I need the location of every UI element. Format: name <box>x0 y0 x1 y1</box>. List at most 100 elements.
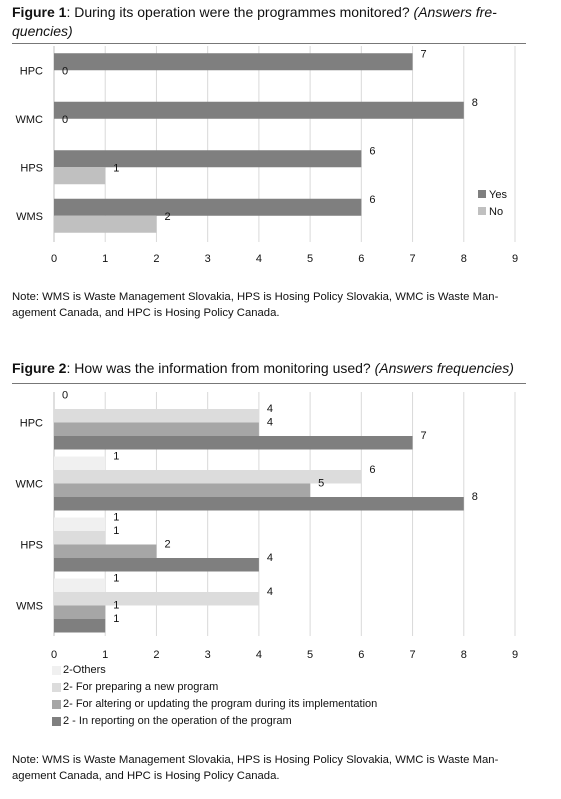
data-label-hpc-yes: 7 <box>421 48 427 60</box>
x-tick-label: 0 <box>51 253 57 265</box>
x-tick-label: 0 <box>51 649 57 661</box>
data-label-hpc-2-in-reporting-on-the-operation-of-the-program: 7 <box>421 430 427 442</box>
x-tick-label: 2 <box>153 649 159 661</box>
data-label-hps-no: 1 <box>113 162 119 174</box>
bar-hps-2-for-altering-or-updating-the-program-during-its-implementation <box>54 544 157 558</box>
legend-item-2-others: 2-Others <box>52 662 377 679</box>
bar-wms-2-for-preparing-a-new-program <box>54 592 259 606</box>
figure-2-label: Figure 2 <box>12 360 67 376</box>
x-tick-label: 4 <box>256 649 262 661</box>
figure-1-note: Note: WMS is Waste Management Slovakia, … <box>12 291 499 319</box>
category-label-hpc: HPC <box>20 65 43 77</box>
data-label-wms-2-others: 1 <box>113 573 119 585</box>
data-label-wmc-no: 0 <box>62 114 68 126</box>
legend-swatch-yes <box>478 190 486 198</box>
x-tick-label: 1 <box>102 649 108 661</box>
category-label-wms: WMS <box>16 601 43 613</box>
bar-wms-yes <box>54 198 362 216</box>
legend-label: 2- For preparing a new program <box>63 681 219 693</box>
bar-hps-2-in-reporting-on-the-operation-of-the-program <box>54 558 259 572</box>
x-tick-label: 5 <box>307 649 313 661</box>
x-tick-label: 8 <box>461 253 467 265</box>
legend-label-yes: Yes <box>489 189 507 201</box>
legend-item-2-in-reporting-on-the-operation-of-the-program: 2 - In reporting on the operation of the… <box>52 713 377 730</box>
figure-2-rule <box>12 383 526 384</box>
figure-1-rule <box>12 43 526 44</box>
data-label-hps-yes: 6 <box>369 145 375 157</box>
x-tick-label: 9 <box>512 649 518 661</box>
x-tick-label: 6 <box>358 253 364 265</box>
figure-2-title-text: : How was the information from monitorin… <box>66 360 375 376</box>
figure-1-chart: 0 1 2 3 4 5 6 7 8 9 HPC 7 0 WMC 8 0 HPS 6 1 WMS 6 2 Yes No <box>16 46 518 265</box>
data-label-hpc-2-others: 0 <box>62 390 68 402</box>
category-label-wmc: WMC <box>16 479 44 491</box>
legend-label-no: No <box>489 206 503 218</box>
data-label-hps-2-for-altering-or-updating-the-program-during-its-implementation: 2 <box>164 539 170 551</box>
data-label-wms-2-for-altering-or-updating-the-program-during-its-implementation: 1 <box>113 600 119 612</box>
bar-wmc-2-others <box>54 456 106 470</box>
x-tick-label: 5 <box>307 253 313 265</box>
category-label-wms: WMS <box>16 211 43 223</box>
legend-label: 2-Others <box>63 664 106 676</box>
bar-hps-2-for-preparing-a-new-program <box>54 531 106 545</box>
data-label-hps-2-in-reporting-on-the-operation-of-the-program: 4 <box>267 552 273 564</box>
figure-1-label: Figure 1 <box>12 4 67 20</box>
bar-hpc-2-for-preparing-a-new-program <box>54 409 259 423</box>
figure-1-title: Figure 1: During its operation were the … <box>12 3 532 41</box>
data-label-hpc-no: 0 <box>62 65 68 77</box>
legend-swatch <box>52 683 61 692</box>
bar-hpc-yes <box>54 53 413 71</box>
bar-wms-2-others <box>54 578 106 592</box>
x-tick-label: 8 <box>461 649 467 661</box>
x-tick-label: 3 <box>205 253 211 265</box>
figure-2-title-italic: (Answers frequencies) <box>374 360 514 376</box>
x-tick-label: 7 <box>409 649 415 661</box>
legend-swatch-no <box>478 207 486 215</box>
x-tick-label: 2 <box>153 253 159 265</box>
bar-wms-no <box>54 215 157 233</box>
x-tick-label: 7 <box>409 253 415 265</box>
bar-wmc-yes <box>54 101 464 119</box>
bar-wms-2-in-reporting-on-the-operation-of-the-program <box>54 619 106 633</box>
data-label-wmc-yes: 8 <box>472 97 478 109</box>
figure-2-legend: 2-Others 2- For preparing a new program 2-… <box>52 662 377 730</box>
data-label-wms-2-for-preparing-a-new-program: 4 <box>267 586 273 598</box>
data-label-hpc-2-for-preparing-a-new-program: 4 <box>267 403 273 415</box>
figure-2-title: Figure 2: How was the information from m… <box>12 359 532 378</box>
data-label-hps-2-others: 1 <box>113 512 119 524</box>
figure-2-note: Note: WMS is Waste Management Slovakia, … <box>12 754 499 782</box>
legend-swatch <box>52 700 61 709</box>
category-label-hps: HPS <box>20 540 43 552</box>
figure-1-title-italic: (Answers fre-quencies) <box>12 4 497 39</box>
x-tick-label: 6 <box>358 649 364 661</box>
bar-wms-2-for-altering-or-updating-the-program-during-its-implementation <box>54 605 106 619</box>
category-label-wmc: WMC <box>16 114 44 126</box>
data-label-hps-2-for-preparing-a-new-program: 1 <box>113 525 119 537</box>
data-label-wms-no: 2 <box>164 211 170 223</box>
bar-wmc-2-for-preparing-a-new-program <box>54 470 362 484</box>
data-label-hpc-2-for-altering-or-updating-the-program-during-its-implementation: 4 <box>267 417 273 429</box>
data-label-wms-2-in-reporting-on-the-operation-of-the-program: 1 <box>113 613 119 625</box>
bar-hpc-2-in-reporting-on-the-operation-of-the-program <box>54 436 413 450</box>
legend-swatch <box>52 666 61 675</box>
bar-hps-yes <box>54 150 362 168</box>
legend-label: 2- For altering or updating the program … <box>63 698 378 710</box>
category-label-hpc: HPC <box>20 418 43 430</box>
legend-label: 2 - In reporting on the operation of the… <box>63 715 292 727</box>
data-label-wmc-2-in-reporting-on-the-operation-of-the-program: 8 <box>472 491 478 503</box>
bar-hpc-2-for-altering-or-updating-the-program-during-its-implementation <box>54 422 259 436</box>
data-label-wmc-2-for-altering-or-updating-the-program-during-its-implementation: 5 <box>318 478 324 490</box>
bar-hps-no <box>54 167 106 185</box>
bar-wmc-2-in-reporting-on-the-operation-of-the-program <box>54 497 464 511</box>
figure-1-title-text: : During its operation were the programm… <box>66 4 414 20</box>
data-label-wmc-2-for-preparing-a-new-program: 6 <box>369 464 375 476</box>
legend-swatch <box>52 717 61 726</box>
bar-hps-2-others <box>54 517 106 531</box>
bar-wmc-2-for-altering-or-updating-the-program-during-its-implementation <box>54 483 311 497</box>
data-label-wmc-2-others: 1 <box>113 451 119 463</box>
data-label-wms-yes: 6 <box>369 194 375 206</box>
x-tick-label: 9 <box>512 253 518 265</box>
x-tick-label: 4 <box>256 253 262 265</box>
category-label-hps: HPS <box>20 162 43 174</box>
